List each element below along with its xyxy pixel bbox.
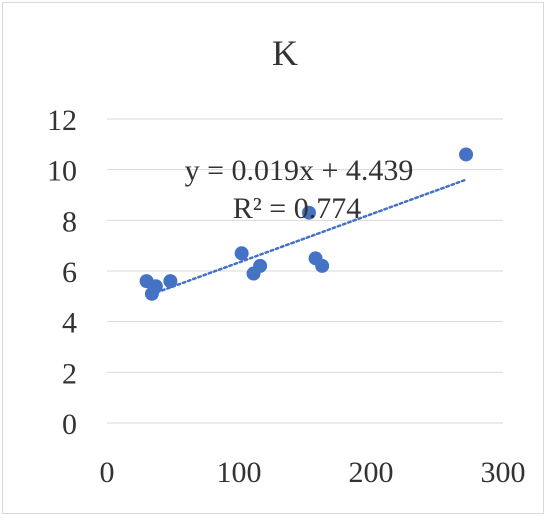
x-tick-label-0: 0 <box>100 456 115 489</box>
trendline <box>150 178 468 296</box>
data-point <box>163 274 178 289</box>
x-tick-labels: 0 100 200 300 <box>100 456 526 489</box>
x-tick-label-100: 100 <box>217 456 262 489</box>
data-points <box>139 147 474 301</box>
y-tick-label-4: 4 <box>62 307 77 340</box>
y-tick-label-6: 6 <box>62 256 77 289</box>
trendline-equation: y = 0.019x + 4.439 <box>185 154 414 187</box>
trendline-r2: R² = 0.774 <box>233 192 361 225</box>
data-point <box>253 258 268 273</box>
data-point <box>301 205 316 220</box>
y-tick-label-10: 10 <box>47 155 77 188</box>
x-tick-label-300: 300 <box>481 456 526 489</box>
y-tick-label-8: 8 <box>62 205 77 238</box>
trendline-group <box>150 178 468 296</box>
x-tick-label-200: 200 <box>349 456 394 489</box>
data-point <box>315 258 330 273</box>
data-point <box>234 246 249 261</box>
y-tick-label-12: 12 <box>47 104 77 137</box>
data-point <box>459 147 474 162</box>
gridlines <box>107 118 503 373</box>
y-tick-label-0: 0 <box>62 408 77 441</box>
chart-title: K <box>272 33 298 73</box>
data-point <box>148 279 163 294</box>
y-tick-label-2: 2 <box>62 357 77 390</box>
y-tick-labels: 0 2 4 6 8 10 12 <box>47 104 77 441</box>
chart-frame <box>2 2 544 514</box>
